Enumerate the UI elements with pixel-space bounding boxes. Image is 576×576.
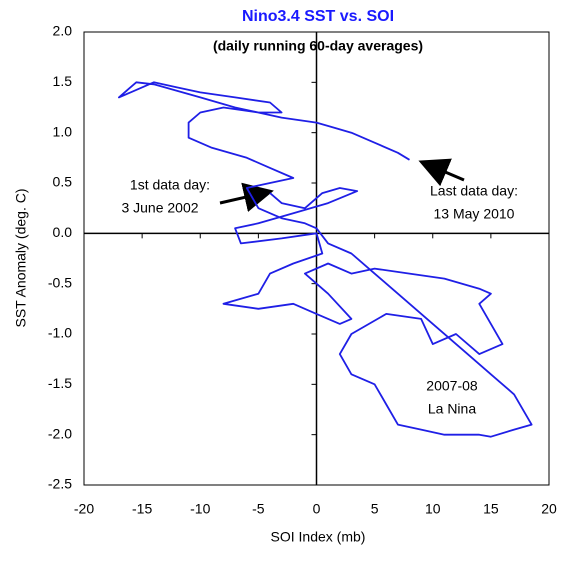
x-axis-label: SOI Index (mb) [271,529,366,545]
x-tick-label: 15 [483,501,499,517]
chart-title: Nino3.4 SST vs. SOI [242,8,394,25]
y-tick-label: -0.5 [48,274,72,290]
y-tick-label: 1.0 [53,123,73,139]
y-axis-label: SST Anomaly (deg. C) [13,188,29,327]
annotation: 13 May 2010 [434,206,515,222]
y-tick-label: -1.0 [48,325,72,341]
y-tick-label: -2.5 [48,476,72,492]
y-tick-label: -2.0 [48,425,72,441]
y-tick-label: 2.0 [53,23,73,39]
x-tick-label: -20 [74,501,94,517]
arrow [418,158,465,187]
annotation: La Nina [428,401,476,417]
x-tick-label: -10 [190,501,210,517]
arrow [219,182,274,212]
y-tick-label: -1.5 [48,375,72,391]
y-tick-label: 1.5 [53,73,73,89]
annotation: Last data day: [430,183,518,199]
x-tick-label: 5 [371,501,379,517]
x-tick-label: -15 [132,501,152,517]
annotation: 3 June 2002 [121,200,198,216]
annotation: 2007-08 [426,378,478,394]
y-tick-label: 0.0 [53,224,73,240]
chart-subtitle: (daily running 60-day averages) [213,38,423,54]
series-line [118,81,533,438]
y-tick-label: 0.5 [53,174,73,190]
x-tick-label: 10 [425,501,441,517]
annotation: 1st data day: [130,177,210,193]
x-tick-label: -5 [252,501,265,517]
x-tick-label: 20 [541,501,557,517]
x-tick-label: 0 [313,501,321,517]
